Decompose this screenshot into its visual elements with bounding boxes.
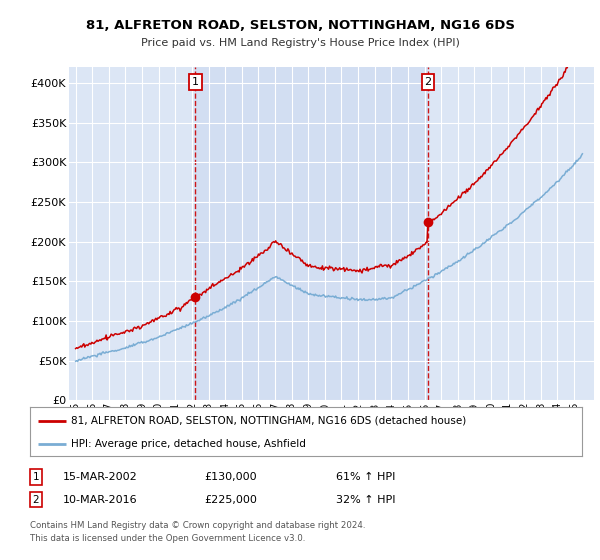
Text: £225,000: £225,000 [204,494,257,505]
Text: Contains HM Land Registry data © Crown copyright and database right 2024.
This d: Contains HM Land Registry data © Crown c… [30,521,365,543]
Bar [195,67,428,400]
Text: 61% ↑ HPI: 61% ↑ HPI [336,472,395,482]
Text: 81, ALFRETON ROAD, SELSTON, NOTTINGHAM, NG16 6DS (detached house): 81, ALFRETON ROAD, SELSTON, NOTTINGHAM, … [71,416,467,426]
Text: Price paid vs. HM Land Registry's House Price Index (HPI): Price paid vs. HM Land Registry's House … [140,38,460,48]
Text: 1: 1 [192,77,199,87]
Text: 2: 2 [424,77,431,87]
Text: HPI: Average price, detached house, Ashfield: HPI: Average price, detached house, Ashf… [71,439,306,449]
Text: 1: 1 [32,472,40,482]
Text: 15-MAR-2002: 15-MAR-2002 [63,472,138,482]
Text: 10-MAR-2016: 10-MAR-2016 [63,494,137,505]
Text: 81, ALFRETON ROAD, SELSTON, NOTTINGHAM, NG16 6DS: 81, ALFRETON ROAD, SELSTON, NOTTINGHAM, … [86,18,515,32]
Text: £130,000: £130,000 [204,472,257,482]
Text: 32% ↑ HPI: 32% ↑ HPI [336,494,395,505]
Text: 2: 2 [32,494,40,505]
